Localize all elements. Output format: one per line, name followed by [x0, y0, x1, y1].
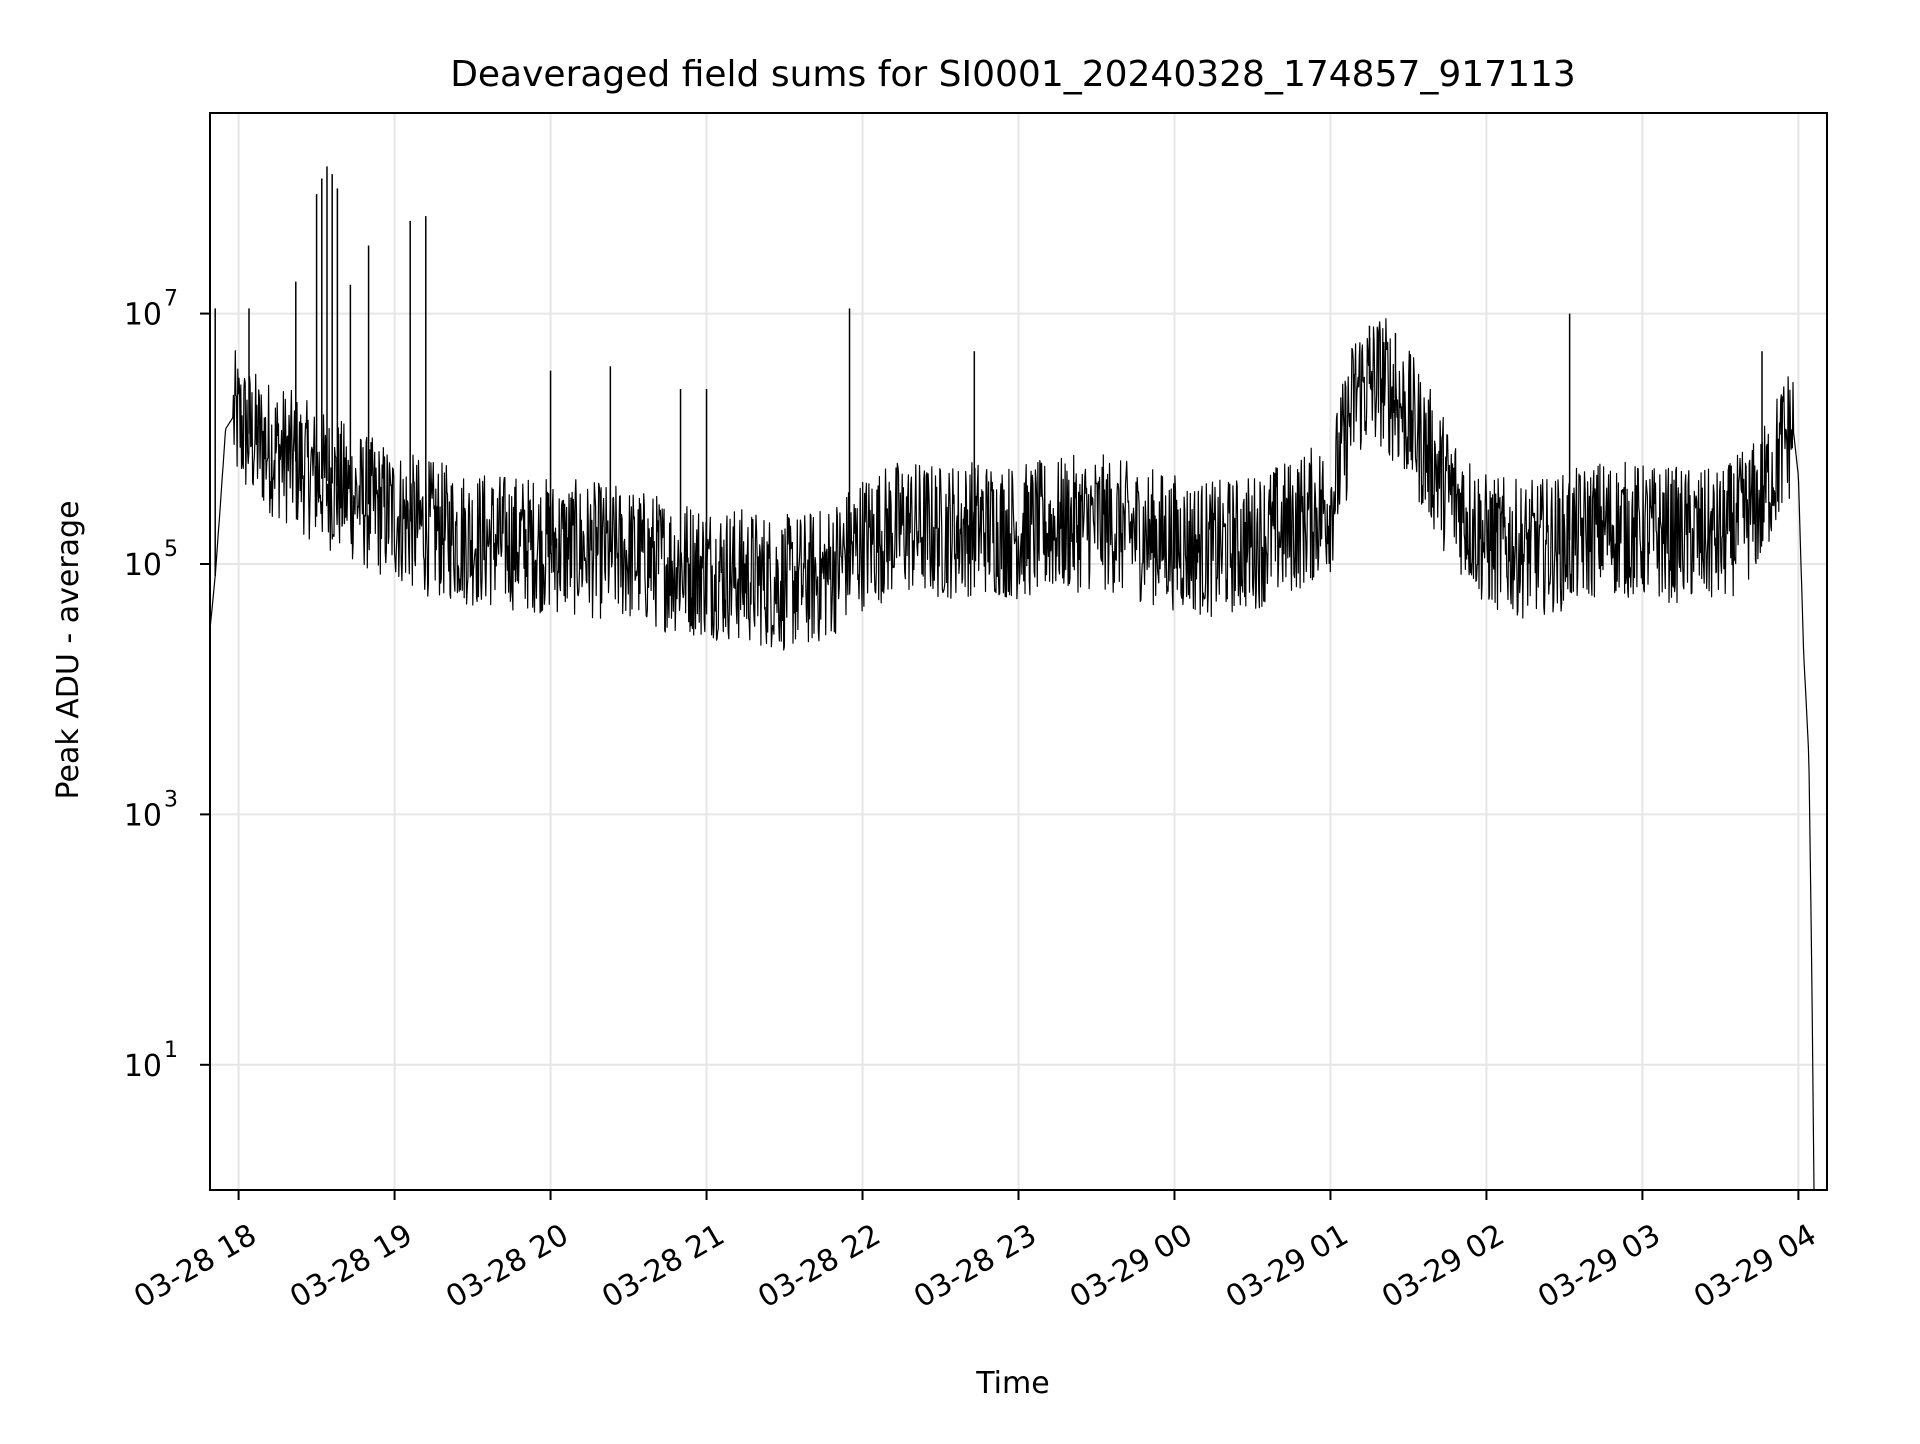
x-axis-label: Time: [975, 1366, 1049, 1401]
y-tick-exponent: 3: [164, 787, 178, 812]
series-line: [209, 318, 1815, 1191]
y-tick-label: 10: [124, 548, 162, 583]
y-tick-label: 10: [124, 798, 162, 833]
y-tick-label: 10: [124, 1049, 162, 1084]
y-tick-exponent: 1: [164, 1038, 178, 1063]
y-tick-exponent: 5: [164, 537, 178, 562]
plot-area: [209, 166, 1815, 1191]
y-tick-label: 10: [124, 298, 162, 333]
y-axis-label: Peak ADU - average: [51, 500, 86, 799]
chart-title: Deaveraged field sums for SI0001_2024032…: [450, 54, 1576, 95]
y-tick-exponent: 7: [164, 287, 178, 312]
